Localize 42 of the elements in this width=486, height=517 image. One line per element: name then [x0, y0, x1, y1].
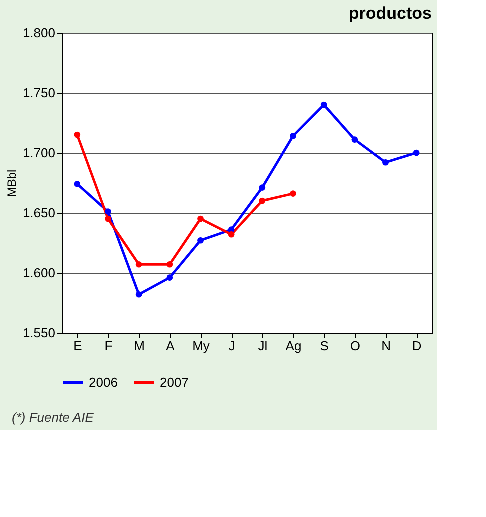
point [74, 181, 81, 188]
point [166, 274, 174, 281]
x-tick-label: Ag [286, 338, 302, 354]
point [198, 237, 204, 244]
chart-title: productos [348, 4, 432, 23]
legend-label: 2007 [160, 374, 189, 390]
legend-label: 2006 [89, 374, 118, 390]
x-tick-label: Jl [258, 338, 268, 354]
point [136, 261, 142, 268]
point [105, 216, 112, 222]
x-tick-label: E [74, 338, 83, 354]
point [352, 136, 358, 143]
point [259, 198, 266, 204]
point [105, 208, 112, 215]
point [166, 261, 174, 268]
x-tick-label: O [350, 338, 360, 354]
x-tick-label: A [166, 338, 176, 354]
point [382, 159, 389, 166]
x-tick-label: My [192, 338, 210, 354]
x-tick-label: S [320, 338, 330, 354]
x-tick-label: F [104, 338, 113, 354]
point [198, 216, 204, 222]
point [290, 133, 296, 140]
point [228, 231, 235, 238]
text: (*) Fuente AIE [12, 410, 94, 425]
y-tick-label: 1.800 [22, 26, 56, 40]
x-tick-label: M [134, 338, 146, 354]
y-tick-label: 1.600 [22, 266, 56, 280]
x-tick-label: D [412, 338, 422, 354]
y-axis-title: MBbl [4, 170, 19, 198]
x-tick-label: N [382, 338, 391, 354]
y-tick-label: 1.650 [22, 206, 56, 220]
x-tick-label: J [228, 338, 236, 354]
point [413, 150, 420, 156]
y-tick-label: 1.550 [22, 326, 56, 340]
point [290, 190, 296, 197]
point [259, 184, 266, 191]
point [320, 102, 328, 108]
y-tick-label: 1.750 [22, 86, 56, 100]
point [74, 132, 81, 138]
point [136, 291, 142, 298]
y-tick-label: 1.700 [22, 146, 56, 160]
